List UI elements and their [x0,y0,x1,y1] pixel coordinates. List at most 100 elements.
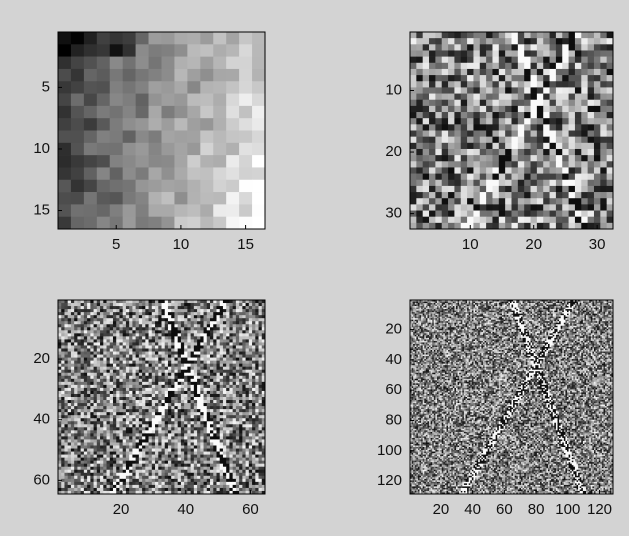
pixel [84,143,97,156]
pixel [223,315,227,318]
pixel [116,321,120,324]
pixel [588,124,595,130]
pixel [61,345,65,348]
pixel [512,217,519,223]
pixel [200,358,204,361]
pixel [61,464,65,467]
pixel [249,406,253,409]
pixel [136,382,140,385]
pixel [152,373,156,376]
pixel [467,81,474,87]
pixel [107,442,111,445]
pixel [155,403,159,406]
pixel [239,439,243,442]
pixel [87,324,91,327]
pixel [239,424,243,427]
pixel [155,367,159,370]
pixel [252,367,256,370]
pixel [429,137,436,143]
pixel [184,394,188,397]
pixel [461,63,468,69]
pixel [200,436,204,439]
pixel [149,312,153,315]
pixel [236,336,240,339]
pixel [162,69,175,82]
pixel [145,391,149,394]
pixel [71,155,84,168]
pixel [171,336,175,339]
pixel [239,106,252,119]
pixel [165,415,169,418]
pixel [226,349,230,352]
pixel [207,449,211,452]
pixel [575,186,582,192]
pixel [249,327,253,330]
pixel [210,333,214,336]
pixel [77,382,81,385]
pixel [81,373,85,376]
pixel [74,370,78,373]
pixel [165,470,169,473]
pixel [90,345,94,348]
pixel [259,352,263,355]
pixel [184,327,188,330]
pixel [467,143,474,149]
pixel [197,376,201,379]
pixel [94,436,98,439]
pixel [423,217,430,223]
pixel [220,376,224,379]
pixel [184,421,188,424]
pixel [90,424,94,427]
pixel [562,198,569,204]
pixel [68,461,72,464]
pixel [168,336,172,339]
pixel [423,44,430,50]
pixel [223,312,227,315]
pixel [252,439,256,442]
pixel [524,32,531,38]
pixel [467,50,474,56]
pixel [607,38,614,44]
pixel [81,367,85,370]
pixel [174,355,178,358]
pixel [410,100,417,106]
pixel [607,161,614,167]
pixel [249,385,253,388]
pixel [461,118,468,124]
pixel [178,382,182,385]
pixel [259,412,263,415]
pixel [145,352,149,355]
pixel [165,358,169,361]
pixel [518,180,525,186]
pixel [600,155,607,161]
pixel [174,155,187,168]
pixel [126,439,130,442]
pixel [207,467,211,470]
pixel [594,57,601,63]
pixel [543,69,550,75]
pixel [480,75,487,81]
pixel [229,464,233,467]
pixel [239,446,243,449]
pixel [252,442,256,445]
pixel [556,38,563,44]
pixel [239,131,252,144]
pixel [142,403,146,406]
pixel [187,433,191,436]
pixel [162,433,166,436]
pixel [184,318,188,321]
pixel [152,330,156,333]
pixel [213,204,226,217]
pixel [94,349,98,352]
pixel [64,427,68,430]
pixel [145,446,149,449]
pixel [423,223,430,229]
pixel [236,433,240,436]
pixel [155,388,159,391]
pixel [480,131,487,137]
pixel [126,433,130,436]
pixel [100,458,104,461]
pixel [68,342,72,345]
pixel [68,442,72,445]
pixel [178,458,182,461]
